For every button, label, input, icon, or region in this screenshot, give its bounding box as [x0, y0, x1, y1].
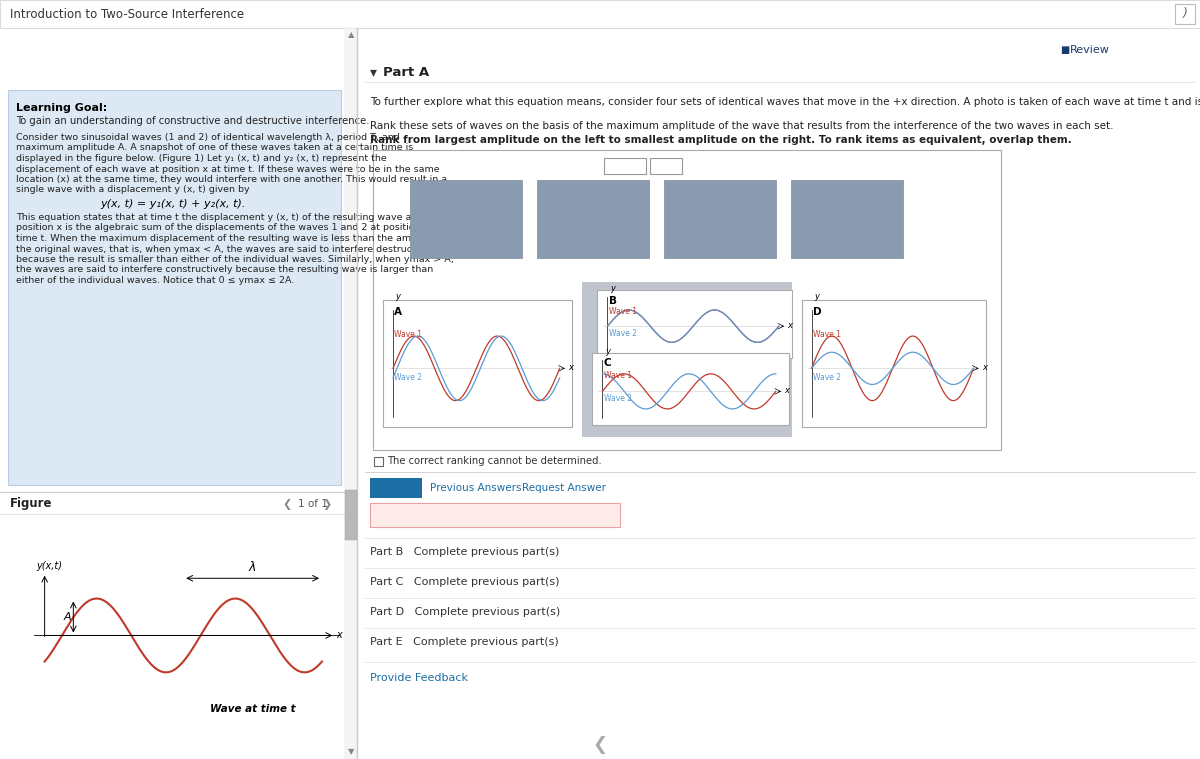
Text: the original waves, that is, when ymax < A, the waves are said to interfere dest: the original waves, that is, when ymax <… [16, 244, 438, 254]
Text: x: x [787, 321, 792, 330]
Text: To further explore what this equation means, consider four sets of identical wav: To further explore what this equation me… [370, 97, 1200, 107]
Text: Part E   Complete previous part(s): Part E Complete previous part(s) [370, 637, 559, 647]
Text: Wave 1: Wave 1 [395, 330, 422, 339]
Text: C: C [604, 358, 612, 368]
Text: single wave with a displacement y (x, t) given by: single wave with a displacement y (x, t)… [16, 185, 250, 194]
Bar [664, 180, 776, 258]
Text: Submit: Submit [374, 483, 418, 493]
Text: ❮: ❮ [593, 736, 607, 754]
Text: y(x,t): y(x,t) [36, 561, 62, 571]
Text: Previous Answers: Previous Answers [430, 483, 522, 493]
Text: Learning Goal:: Learning Goal: [16, 103, 107, 113]
Text: ✕: ✕ [378, 510, 388, 520]
Text: D: D [812, 307, 822, 317]
Bar [370, 503, 620, 527]
Bar [604, 158, 646, 174]
Text: y: y [605, 347, 610, 356]
Text: Wave 1: Wave 1 [604, 370, 632, 380]
Bar [1175, 4, 1195, 24]
Text: Wave 2: Wave 2 [812, 373, 841, 382]
Text: A: A [395, 307, 402, 317]
Bar [650, 158, 682, 174]
Text: y: y [610, 285, 614, 294]
Bar [346, 490, 358, 540]
Text: Request Answer: Request Answer [522, 483, 606, 493]
Text: y: y [814, 292, 818, 301]
Text: Introduction to Two-Source Interference: Introduction to Two-Source Interference [10, 8, 244, 20]
Text: Part A: Part A [383, 65, 430, 78]
Text: the waves are said to interfere constructively because the resulting wave is lar: the waves are said to interfere construc… [16, 266, 433, 275]
Bar [802, 300, 986, 427]
Text: because the result is smaller than either of the individual waves. Similarly, wh: because the result is smaller than eithe… [16, 255, 454, 264]
Text: Part D   Complete previous part(s): Part D Complete previous part(s) [370, 607, 560, 617]
Text: maximum amplitude A. A snapshot of one of these waves taken at a certain time is: maximum amplitude A. A snapshot of one o… [16, 143, 413, 153]
Text: This equation states that at time t the displacement y (x, t) of the resulting w: This equation states that at time t the … [16, 213, 415, 222]
Text: ): ) [1182, 8, 1188, 20]
Bar [0, 0, 1200, 28]
Bar [791, 180, 904, 258]
Text: Reset: Reset [612, 162, 638, 171]
Bar [373, 150, 1001, 450]
Text: 1 of 1: 1 of 1 [298, 499, 328, 509]
Bar [374, 457, 383, 466]
Text: position x is the algebraic sum of the displacements of the waves 1 and 2 at pos: position x is the algebraic sum of the d… [16, 223, 442, 232]
Text: To gain an understanding of constructive and destructive interference.: To gain an understanding of constructive… [16, 116, 370, 126]
Text: Review: Review [1070, 45, 1110, 55]
Text: Wave at time t: Wave at time t [210, 704, 295, 713]
Text: ❯: ❯ [322, 499, 331, 509]
Bar [582, 282, 792, 437]
Text: displacement of each wave at position x at time t. If these waves were to be in : displacement of each wave at position x … [16, 165, 439, 174]
Text: Part B   Complete previous part(s): Part B Complete previous part(s) [370, 547, 559, 557]
Text: location (x) at the same time, they would interfere with one another. This would: location (x) at the same time, they woul… [16, 175, 448, 184]
Text: B: B [608, 295, 617, 306]
Text: A: A [64, 612, 72, 622]
Text: ▼: ▼ [348, 748, 354, 757]
Text: ■: ■ [1060, 45, 1069, 55]
Text: Rank these sets of waves on the basis of the maximum amplitude of the wave that : Rank these sets of waves on the basis of… [370, 121, 1114, 131]
Text: y(x, t) = y₁(x, t) + y₂(x, t).: y(x, t) = y₁(x, t) + y₂(x, t). [100, 199, 245, 209]
Text: Wave 2: Wave 2 [395, 373, 422, 382]
Bar [383, 300, 572, 427]
Text: Wave 1: Wave 1 [812, 330, 841, 339]
Text: Figure: Figure [10, 497, 53, 511]
Text: ❮: ❮ [282, 499, 292, 509]
Text: x: x [982, 363, 986, 372]
Bar [410, 180, 522, 258]
Bar [346, 28, 358, 759]
Text: Provide Feedback: Provide Feedback [370, 673, 468, 683]
Text: Incorrect; Try Again; 9 attempts remaining: Incorrect; Try Again; 9 attempts remaini… [390, 510, 612, 520]
Text: Wave 2: Wave 2 [604, 394, 632, 403]
Text: Consider two sinusoidal waves (1 and 2) of identical wavelength λ, period T, and: Consider two sinusoidal waves (1 and 2) … [16, 133, 400, 142]
Text: Help: Help [655, 162, 677, 171]
Bar [598, 290, 792, 357]
Text: Part C   Complete previous part(s): Part C Complete previous part(s) [370, 577, 559, 587]
Bar [538, 180, 649, 258]
Text: x: x [568, 363, 574, 372]
Text: Wave 1: Wave 1 [608, 307, 637, 316]
Text: x: x [785, 386, 790, 395]
Text: displayed in the figure below. (Figure 1) Let y₁ (x, t) and y₂ (x, t) represent : displayed in the figure below. (Figure 1… [16, 154, 386, 163]
Bar [8, 90, 341, 485]
Bar [593, 352, 788, 425]
Text: x: x [336, 631, 342, 641]
Text: $\lambda$: $\lambda$ [248, 560, 257, 574]
Text: time t. When the maximum displacement of the resulting wave is less than the amp: time t. When the maximum displacement of… [16, 234, 456, 243]
Text: The correct ranking cannot be determined.: The correct ranking cannot be determined… [386, 456, 601, 467]
Text: Wave 2: Wave 2 [608, 329, 637, 338]
Text: Rank from largest amplitude on the left to smallest amplitude on the right. To r: Rank from largest amplitude on the left … [370, 135, 1072, 145]
Text: y: y [395, 292, 401, 301]
Text: ▲: ▲ [348, 30, 354, 39]
Text: ▾: ▾ [370, 65, 377, 79]
Bar [370, 478, 422, 498]
Text: either of the individual waves. Notice that 0 ≤ ymax ≤ 2A.: either of the individual waves. Notice t… [16, 276, 294, 285]
